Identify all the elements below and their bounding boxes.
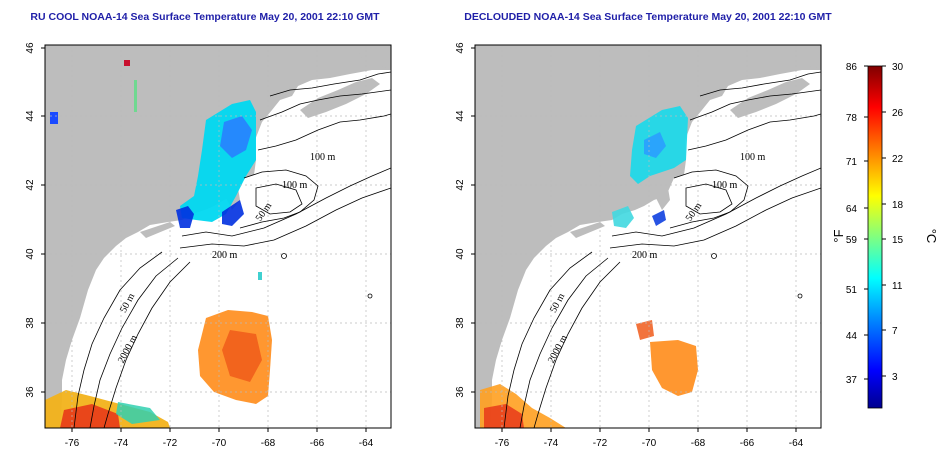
gulf-of-maine-shelf-patch <box>612 206 634 228</box>
fahrenheit-unit-label: °F <box>831 229 846 242</box>
y-tick-label: 36 <box>455 386 466 398</box>
coastal-cool-patch <box>116 402 160 424</box>
long-island-land <box>570 222 605 238</box>
cloud-speck <box>134 80 137 112</box>
declouded-x-axis: -76 -74 -72 -70 -68 -66 -64 <box>495 428 804 449</box>
colorbar-scale <box>867 65 883 409</box>
gulf-of-maine-cool-patch <box>644 132 666 158</box>
celsius-tick-label: 30 <box>892 62 904 73</box>
y-tick-label: 36 <box>25 386 36 398</box>
fahrenheit-tick-label: 71 <box>846 157 858 168</box>
x-tick-label: -66 <box>740 438 755 449</box>
celsius-tick-label: 18 <box>892 200 904 211</box>
fahrenheit-tick-label: 59 <box>846 235 858 246</box>
raw-grid-lines <box>475 45 821 428</box>
declouded-sst-map-panel: DECLOUDED NOAA-14 Sea Surface Temperatur… <box>455 11 832 449</box>
fahrenheit-ticks: 86 78 71 64 59 51 44 37 <box>846 62 868 386</box>
gulf-stream-warm-patch <box>650 340 698 396</box>
fahrenheit-tick-label: 51 <box>846 285 858 296</box>
x-tick-label: -72 <box>593 438 608 449</box>
declouded-y-axis: 46 44 42 40 38 36 <box>455 42 475 398</box>
raw-map-title: RU COOL NOAA-14 Sea Surface Temperature … <box>30 11 380 23</box>
x-tick-label: -72 <box>163 438 178 449</box>
y-tick-label: 40 <box>455 248 466 260</box>
x-tick-label: -64 <box>789 438 804 449</box>
x-tick-label: -76 <box>65 438 80 449</box>
fahrenheit-tick-label: 44 <box>846 331 858 342</box>
y-tick-label: 46 <box>455 42 466 54</box>
georges-bank-cold-patch <box>222 200 244 226</box>
celsius-tick-label: 26 <box>892 108 904 119</box>
raw-bathymetry-contours <box>73 71 391 428</box>
contour-label-200m: 200 m <box>212 250 238 261</box>
declouded-bathymetry-contours <box>503 71 821 428</box>
raw-grid-lines <box>45 45 391 428</box>
land-mass <box>475 45 821 428</box>
contour-label-100m: 100 m <box>282 180 308 191</box>
x-tick-label: -76 <box>495 438 510 449</box>
contour-label-100m: 100 m <box>712 180 738 191</box>
x-tick-label: -70 <box>642 438 657 449</box>
x-tick-label: -70 <box>212 438 227 449</box>
cape-cod-land <box>656 186 670 210</box>
nova-scotia-land <box>730 78 810 118</box>
x-tick-label: -66 <box>310 438 325 449</box>
y-tick-label: 38 <box>455 317 466 329</box>
celsius-ticks: 30 26 22 18 15 11 7 3 <box>882 62 904 383</box>
raw-map-area: 100 m 100 m 50 m 200 m 50 m 2000 m <box>45 45 391 428</box>
land-mass <box>45 45 391 428</box>
x-tick-label: -68 <box>261 438 276 449</box>
gulf-of-maine-cold-patch <box>176 206 194 228</box>
fahrenheit-tick-label: 64 <box>846 204 858 215</box>
cloud-speck <box>50 112 58 124</box>
nova-scotia-land <box>300 78 380 118</box>
raw-map-frame <box>44 44 392 429</box>
newfoundland-land <box>355 45 391 68</box>
y-tick-label: 42 <box>25 179 36 191</box>
cloud-speck <box>258 272 262 280</box>
celsius-tick-label: 11 <box>892 281 903 292</box>
declouded-map-area: 100 m 100 m 50 m 200 m 50 m 2000 m <box>475 45 821 428</box>
x-tick-label: -74 <box>114 438 129 449</box>
cloud-speck <box>124 60 130 66</box>
x-tick-label: -64 <box>359 438 374 449</box>
raw-y-axis: 46 44 42 40 38 36 <box>25 42 45 398</box>
gulf-stream-hot-patch <box>636 320 654 340</box>
gulf-stream-hot-patch <box>222 330 262 382</box>
contour-label-100m: 100 m <box>740 152 766 163</box>
y-tick-label: 46 <box>25 42 36 54</box>
fahrenheit-tick-label: 78 <box>846 113 858 124</box>
newfoundland-land <box>785 45 821 68</box>
fahrenheit-tick-label: 86 <box>846 62 858 73</box>
contour-label-200m: 200 m <box>632 250 658 261</box>
y-tick-label: 38 <box>25 317 36 329</box>
y-tick-label: 40 <box>25 248 36 260</box>
fahrenheit-tick-label: 37 <box>846 375 858 386</box>
temperature-colorbar: 86 78 71 64 59 51 44 37 30 26 22 18 15 1… <box>831 62 939 409</box>
contour-label-100m: 100 m <box>310 152 336 163</box>
declouded-map-title: DECLOUDED NOAA-14 Sea Surface Temperatur… <box>464 11 832 23</box>
celsius-tick-label: 15 <box>892 235 904 246</box>
x-tick-label: -74 <box>544 438 559 449</box>
y-tick-label: 42 <box>455 179 466 191</box>
x-tick-label: -68 <box>691 438 706 449</box>
y-tick-label: 44 <box>25 110 36 122</box>
coastal-hot-patch <box>484 404 524 428</box>
raw-x-axis: -76 -74 -72 -70 -68 -66 -64 <box>65 428 374 449</box>
declouded-map-frame <box>474 44 822 429</box>
celsius-tick-label: 22 <box>892 154 904 165</box>
raw-sst-map-panel: RU COOL NOAA-14 Sea Surface Temperature … <box>25 11 392 449</box>
celsius-tick-label: 7 <box>892 326 898 337</box>
celsius-unit-label: °C <box>924 229 939 244</box>
gulf-of-maine-cool-patch <box>220 116 252 158</box>
celsius-tick-label: 3 <box>892 372 898 383</box>
y-tick-label: 44 <box>455 110 466 122</box>
georges-bank-cold-patch <box>652 210 666 226</box>
long-island-land <box>140 222 175 238</box>
